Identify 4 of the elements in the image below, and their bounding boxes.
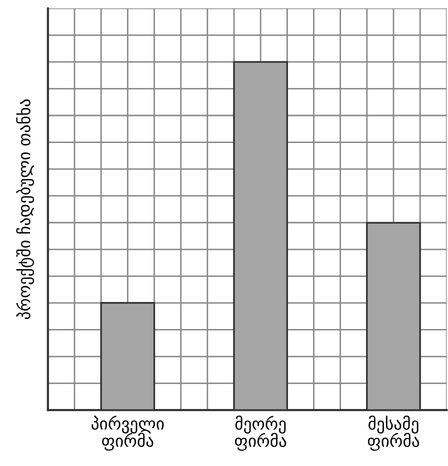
x-tick-label: მესამე ფირმა [368,416,420,451]
y-axis-title: პროექტში ჩადებული თანხა [16,99,34,320]
x-tick-label: მეორე ფირმა [234,416,286,451]
x-tick-label: პირველი ფირმა [92,416,164,451]
